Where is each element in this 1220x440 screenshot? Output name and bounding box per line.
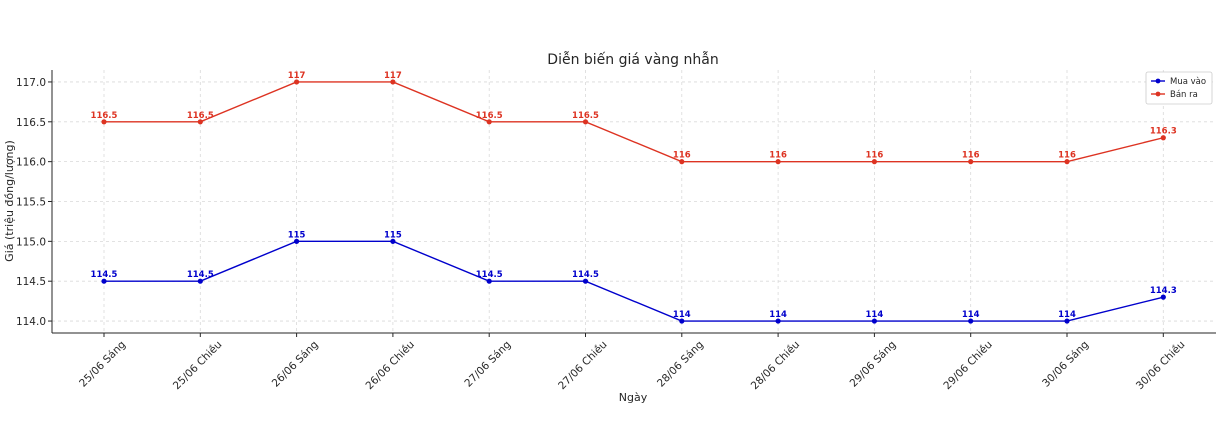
data-point <box>871 318 878 324</box>
x-tick-label: 27/06 Sáng <box>462 339 513 390</box>
legend-entry: Bán ra <box>1170 90 1198 100</box>
data-label: 116 <box>1058 151 1076 161</box>
legend: Mua vào Bán ra <box>1145 71 1213 105</box>
series-line <box>104 81 1164 163</box>
y-tick-label: 115.0 <box>16 236 46 248</box>
x-tick-label: 28/06 Sáng <box>655 339 706 390</box>
data-point <box>197 119 203 125</box>
data-label: 116.5 <box>91 111 118 121</box>
data-point <box>1064 318 1070 324</box>
data-label: 116.3 <box>1150 127 1177 137</box>
data-label: 116 <box>673 151 691 161</box>
data-label: 117 <box>288 71 306 81</box>
grid-layer <box>52 70 1216 333</box>
legend-entry: Mua vào <box>1170 77 1206 87</box>
data-label: 114.5 <box>187 270 214 280</box>
data-label: 114.5 <box>572 270 599 280</box>
data-point <box>968 318 974 324</box>
data-label: 116 <box>866 151 884 161</box>
x-tick-label: 28/06 Chiều <box>749 339 802 392</box>
data-label: 115 <box>384 230 402 240</box>
legend-box <box>1145 71 1213 105</box>
legend-swatch-marker <box>1155 91 1161 97</box>
data-point <box>486 278 492 284</box>
x-tick-label: 29/06 Sáng <box>848 339 899 390</box>
data-point <box>775 318 781 324</box>
y-tick-label: 115.5 <box>16 197 46 209</box>
data-point <box>1064 159 1070 165</box>
data-label: 114 <box>1058 310 1076 320</box>
series-line <box>104 240 1164 322</box>
data-point <box>101 278 107 284</box>
data-point <box>294 238 300 244</box>
data-point <box>390 79 396 85</box>
data-point <box>679 318 685 324</box>
x-tick-label: 27/06 Chiều <box>556 339 609 392</box>
y-tick-label: 114.5 <box>16 276 46 288</box>
data-point <box>582 119 589 125</box>
data-point <box>101 119 107 125</box>
x-tick-label: 25/06 Sáng <box>77 339 128 390</box>
y-axis-label: Giá (triệu đồng/lượng) <box>3 140 16 262</box>
data-point <box>871 159 878 165</box>
x-axis-label: Ngày <box>619 391 648 404</box>
legend-swatch-marker <box>1155 78 1161 84</box>
x-tick-label: 25/06 Chiều <box>171 339 224 392</box>
data-label: 114 <box>673 310 691 320</box>
y-tick-label: 114.0 <box>16 316 46 328</box>
data-point <box>486 119 492 125</box>
x-tick-label: 30/06 Chiều <box>1134 339 1187 392</box>
data-label: 116 <box>769 151 787 161</box>
x-tick-label: 29/06 Chiều <box>941 339 994 392</box>
data-label: 115 <box>288 230 306 240</box>
x-tick-label: 26/06 Sáng <box>270 339 321 390</box>
data-label: 114.5 <box>91 270 118 280</box>
data-point <box>197 278 203 284</box>
data-point <box>968 159 974 165</box>
data-labels-layer: 114.5 114.5 115 115 114.5 114.5 114 114 114 114 11… <box>91 71 1177 320</box>
data-point <box>679 159 685 165</box>
data-label: 114 <box>962 310 980 320</box>
data-point <box>775 159 781 165</box>
data-label: 114 <box>866 310 884 320</box>
y-tick-label: 116.5 <box>16 117 46 129</box>
data-point <box>390 238 396 244</box>
data-label: 114.3 <box>1150 286 1177 296</box>
series-layer <box>101 79 1166 324</box>
data-point <box>294 79 300 85</box>
data-label: 116.5 <box>572 111 599 121</box>
data-label: 116.5 <box>476 111 503 121</box>
x-tick-label: 30/06 Sáng <box>1040 339 1091 390</box>
data-label: 116.5 <box>187 111 214 121</box>
y-tick-label: 116.0 <box>16 157 46 169</box>
data-point <box>582 278 589 284</box>
data-point <box>1160 294 1166 300</box>
data-label: 117 <box>384 71 402 81</box>
x-tick-label: 26/06 Chiều <box>364 339 417 392</box>
data-point <box>1160 135 1166 141</box>
y-tick-label: 117.0 <box>16 77 46 89</box>
data-label: 114 <box>769 310 787 320</box>
data-label: 114.5 <box>476 270 503 280</box>
chart-title: Diễn biến giá vàng nhẫn <box>547 51 718 68</box>
data-label: 116 <box>962 151 980 161</box>
